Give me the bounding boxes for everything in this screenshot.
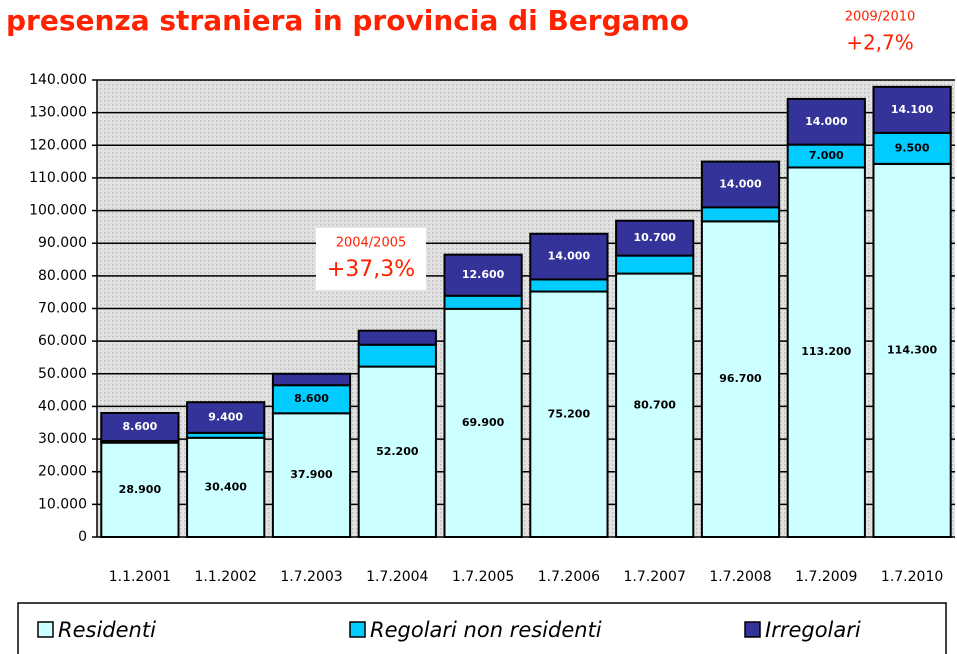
bar-segment: [357, 329, 437, 346]
value-label: 28.900: [119, 483, 162, 496]
bar-segment: [615, 272, 695, 538]
y-tick-label: 130.000: [29, 105, 87, 121]
bar-segment: [872, 85, 952, 134]
y-tick-label: 30.000: [38, 431, 87, 447]
value-label: 114.300: [887, 343, 937, 356]
y-tick-label: 110.000: [29, 170, 87, 186]
bar-segment: [872, 162, 952, 538]
x-tick-label: 1.7.2006: [538, 569, 600, 585]
y-tick-label: 100.000: [29, 203, 87, 219]
bar-segment: [357, 343, 437, 368]
y-tick-label: 0: [78, 529, 87, 545]
value-label: 10.700: [633, 231, 676, 244]
value-label: 96.700: [719, 372, 762, 385]
x-tick-label: 1.7.2005: [452, 569, 514, 585]
value-label: 9.400: [208, 411, 243, 424]
bar-segment: [271, 412, 352, 538]
bar-segment: [186, 401, 266, 434]
chart-title: presenza straniera in provincia di Berga…: [6, 4, 689, 37]
value-label: 69.900: [462, 416, 505, 429]
value-label: 14.000: [548, 250, 591, 263]
y-tick-label: 50.000: [38, 366, 87, 382]
annotation: 2004/2005: [336, 236, 407, 251]
bar-segment: [700, 220, 781, 538]
y-tick-label: 90.000: [38, 235, 87, 251]
bar-segment: [700, 206, 781, 223]
y-tick-label: 120.000: [29, 137, 87, 153]
y-tick-label: 10.000: [38, 496, 87, 512]
value-label: 37.900: [290, 468, 333, 481]
y-tick-label: 20.000: [38, 464, 87, 480]
value-label: 14.000: [719, 177, 762, 190]
annotation: +2,7%: [846, 31, 914, 55]
legend-label: Irregolari: [765, 618, 861, 642]
y-tick-label: 70.000: [38, 301, 87, 317]
annotation-box: [316, 228, 426, 290]
value-label: 7.000: [809, 149, 844, 162]
y-tick-label: 80.000: [38, 268, 87, 284]
value-label: 52.200: [376, 445, 419, 458]
value-label: 80.700: [633, 398, 676, 411]
x-tick-label: 1.1.2002: [195, 569, 257, 585]
bar-segment: [529, 290, 609, 539]
x-tick-label: 1.1.2001: [109, 569, 171, 585]
legend-label: Regolari non residenti: [370, 618, 602, 642]
x-tick-label: 1.7.2003: [280, 569, 342, 585]
bar-segment: [529, 278, 609, 293]
value-label: 8.600: [123, 420, 158, 433]
value-label: 9.500: [895, 141, 930, 154]
legend-label: Residenti: [58, 618, 156, 642]
value-label: 14.000: [805, 115, 848, 128]
x-tick-label: 1.7.2009: [795, 569, 857, 585]
legend: [17, 602, 947, 654]
bar-segment: [186, 436, 266, 538]
annotation: +37,3%: [327, 257, 415, 282]
value-label: 113.200: [801, 345, 851, 358]
bar-segment: [271, 372, 352, 387]
value-label: 12.600: [462, 268, 505, 281]
legend-swatch: [37, 621, 54, 638]
x-tick-label: 1.7.2004: [366, 569, 428, 585]
value-label: 30.400: [204, 480, 247, 493]
bar-segment: [700, 160, 781, 209]
bar-segment: [786, 166, 866, 539]
y-tick-label: 40.000: [38, 398, 87, 414]
legend-swatch: [744, 621, 761, 638]
annotation: 2009/2010: [845, 10, 916, 25]
bar-segment: [529, 232, 609, 281]
legend-swatch: [349, 621, 366, 638]
bar-segment: [786, 97, 866, 146]
bar-segment: [443, 294, 523, 310]
bar-segment: [271, 384, 352, 415]
bar-segment: [443, 253, 523, 297]
bar-segment: [100, 411, 180, 443]
y-tick-label: 60.000: [38, 333, 87, 349]
x-tick-label: 1.7.2008: [709, 569, 771, 585]
value-label: 14.100: [891, 103, 934, 116]
bar-segment: [443, 307, 523, 538]
x-tick-label: 1.7.2010: [881, 569, 943, 585]
value-label: 75.200: [548, 407, 591, 420]
x-tick-label: 1.7.2007: [624, 569, 686, 585]
bar-segment: [872, 131, 952, 165]
bar-segment: [357, 365, 437, 538]
y-tick-label: 140.000: [29, 72, 87, 88]
value-label: 8.600: [294, 392, 329, 405]
bar-segment: [615, 219, 695, 257]
bar-segment: [615, 254, 695, 275]
